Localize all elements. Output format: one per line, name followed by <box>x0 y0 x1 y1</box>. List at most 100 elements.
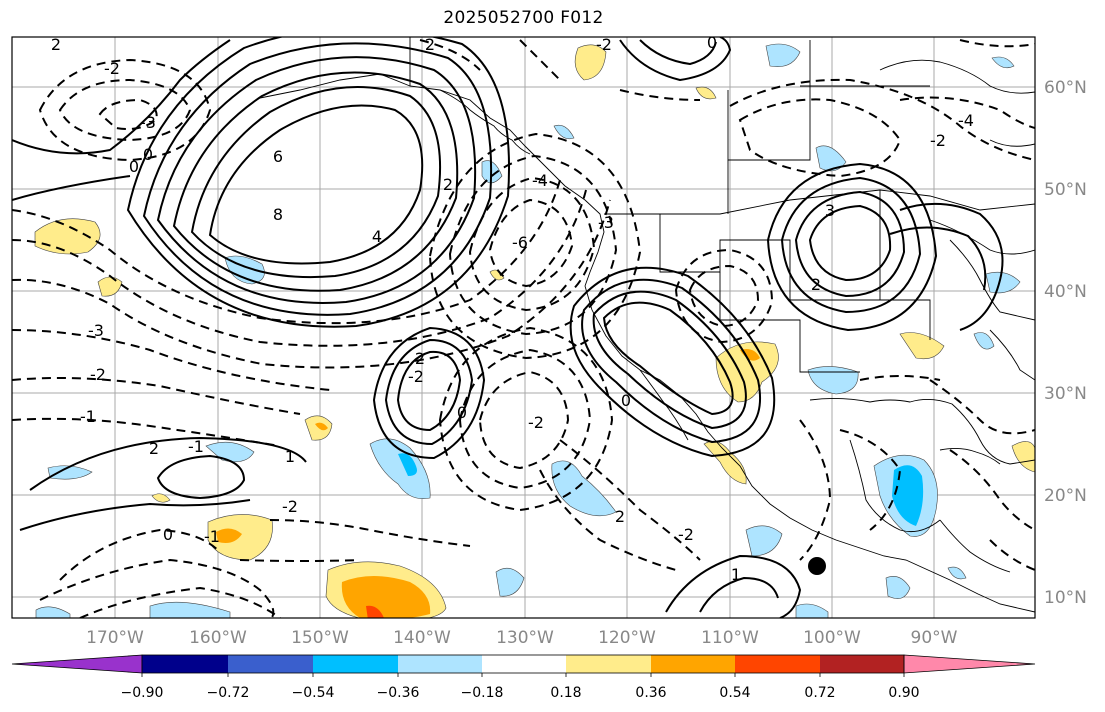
contour-value-label: 2 <box>811 275 821 294</box>
contour-value-label: -3 <box>140 113 156 132</box>
contour-value-label: -1 <box>204 527 220 546</box>
colorbar-tick-label: −0.90 <box>121 685 164 701</box>
contour-value-label: 0 <box>143 145 153 164</box>
latitude-label: 40°N <box>1044 282 1087 302</box>
latitude-label: 60°N <box>1044 78 1087 98</box>
shade-negative-strong <box>398 453 417 476</box>
colorbar-segment <box>820 655 904 673</box>
shade-positive <box>899 332 945 360</box>
longitude-label: 110°W <box>701 628 759 648</box>
map-title: 2025052700 F012 <box>443 8 604 28</box>
shade-positive <box>574 44 607 81</box>
latitude-label: 20°N <box>1044 486 1087 506</box>
colorbar-tick-label: 0.36 <box>635 685 666 701</box>
latitude-label: 30°N <box>1044 384 1087 404</box>
contour-value-label: 2 <box>149 439 159 458</box>
contour-value-label: -1 <box>188 437 204 456</box>
shade-negative <box>553 124 575 140</box>
colorbar-tick-label: −0.18 <box>461 685 504 701</box>
shade-positive <box>34 218 101 255</box>
contour-value-label: 2 <box>415 349 425 368</box>
colorbar-tick-label: −0.54 <box>292 685 335 701</box>
shade-negative <box>47 465 93 480</box>
shade-positive-strong <box>341 576 431 618</box>
longitude-label: 130°W <box>496 628 554 648</box>
contour-value-label: -3 <box>598 213 614 232</box>
contour-value-label: -2 <box>90 365 106 384</box>
contour-value-label: -2 <box>678 525 694 544</box>
contour-value-label: 1 <box>285 447 295 466</box>
colorbar-segment <box>482 655 566 673</box>
latitude-label: 10°N <box>1044 588 1087 608</box>
shade-positive <box>97 276 123 297</box>
colorbar-segment <box>398 655 482 673</box>
contour-value-label: 0 <box>621 391 631 410</box>
shade-negative <box>807 366 859 395</box>
longitude-label: 150°W <box>291 628 349 648</box>
contour-value-label: 0 <box>457 403 467 422</box>
contour-value-label: -2 <box>408 367 424 386</box>
colorbar-segment <box>228 655 313 673</box>
shade-negative <box>765 43 801 67</box>
latitude-label: 50°N <box>1044 180 1087 200</box>
contour-value-label: -4 <box>532 171 548 190</box>
longitude-axis: 170°W 160°W 150°W 140°W 130°W 120°W 110°W 100°W… <box>86 628 958 648</box>
colorbar-segment <box>313 655 398 673</box>
shade-positive-strong <box>315 422 328 431</box>
longitude-label: 90°W <box>911 628 958 648</box>
contour-value-label: -2 <box>282 497 298 516</box>
shade-positive-strong <box>216 528 242 543</box>
shade-negative <box>495 567 525 597</box>
colorbar-tick-label: 0.18 <box>550 685 581 701</box>
colorbar-segment <box>651 655 735 673</box>
latitude-axis: 60°N 50°N 40°N 30°N 20°N 10°N <box>1044 78 1087 608</box>
colorbar-extend-low <box>11 654 143 674</box>
contour-value-label: 0 <box>163 525 173 544</box>
contour-value-label: 8 <box>273 205 283 224</box>
colorbar-tick-label: 0.54 <box>719 685 750 701</box>
contour-value-label: 4 <box>372 227 382 246</box>
shade-positive-strong <box>740 349 760 361</box>
shade-positive <box>695 86 717 100</box>
shade-negative <box>369 438 431 499</box>
map-frame <box>11 36 1036 619</box>
longitude-label: 160°W <box>189 628 247 648</box>
contour-value-label: -3 <box>88 321 104 340</box>
colorbar-extend-high <box>903 654 1036 674</box>
contour-value-label: -2 <box>528 413 544 432</box>
shade-negative <box>745 525 783 557</box>
colorbar-segment <box>566 655 651 673</box>
solid-contours <box>12 37 1004 618</box>
longitude-label: 100°W <box>803 628 861 648</box>
longitude-label: 170°W <box>86 628 144 648</box>
shade-negative <box>991 56 1015 69</box>
colorbar-tick-label: 0.90 <box>888 685 919 701</box>
shade-positive <box>151 493 171 503</box>
contour-value-label: 2 <box>425 35 435 54</box>
shade-negative <box>947 566 967 580</box>
contour-value-label: -2 <box>596 35 612 54</box>
contour-value-label: -1 <box>80 407 96 426</box>
shade-positive <box>207 514 273 561</box>
shade-negative <box>885 576 911 599</box>
shade-negative <box>35 606 71 618</box>
colorbar-tick-label: −0.36 <box>377 685 420 701</box>
shade-positive <box>489 269 505 281</box>
colorbar-outline <box>141 654 905 674</box>
shade-negative <box>551 460 617 517</box>
shade-positive-max <box>366 605 384 618</box>
contour-value-label: -4 <box>958 111 974 130</box>
colorbar-tick-label: 0.72 <box>804 685 835 701</box>
dashed-contours <box>12 39 1035 618</box>
contour-value-label: 0 <box>129 157 139 176</box>
shade-negative <box>795 603 829 618</box>
location-marker <box>808 557 826 575</box>
shade-negative <box>973 332 995 350</box>
longitude-label: 120°W <box>598 628 656 648</box>
contour-value-label: -2 <box>104 59 120 78</box>
contour-value-label: -2 <box>930 131 946 150</box>
shade-positive <box>1011 441 1035 473</box>
shade-negative-strong <box>892 465 924 526</box>
contour-value-label: -6 <box>512 233 528 252</box>
